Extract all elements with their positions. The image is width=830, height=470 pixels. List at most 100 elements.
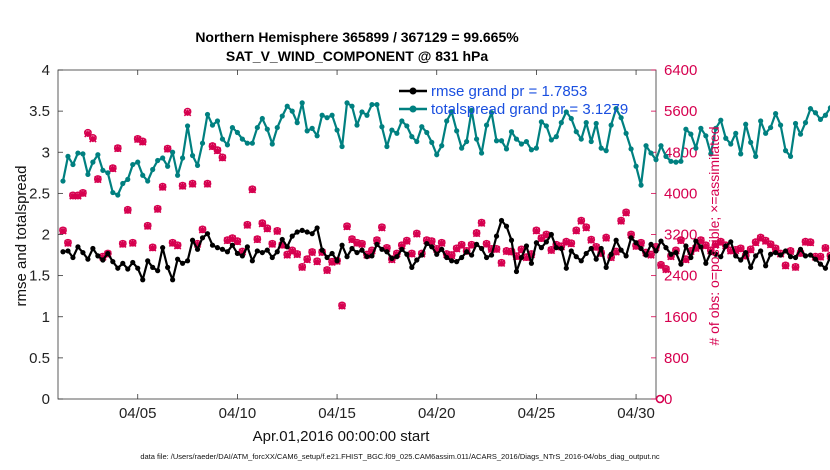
totalspread-point [304,128,310,134]
totalspread-point [100,167,106,173]
rmse-point [628,235,634,241]
y-left-tick-label: 1.5 [29,268,50,285]
rmse-point [359,247,365,253]
rmse-point [244,244,250,250]
totalspread-point [638,182,644,188]
rmse-point [807,252,814,258]
rmse-point [713,251,719,257]
totalspread-point [708,151,714,157]
rmse-point [409,264,415,270]
totalspread-point [264,126,270,132]
totalspread-point [474,136,480,142]
rmse-point [563,265,569,271]
rmse-point [249,258,255,264]
rmse-point [150,264,156,270]
x-tick-label: 04/20 [418,405,456,422]
rmse-point [698,244,704,250]
obs-assimilated-point [806,238,815,247]
rmse-point [364,254,370,260]
y-axis-left-label: rmse and totalspread [13,166,30,307]
totalspread-point [827,105,830,111]
obs-assimilated-point [413,230,421,238]
obs-assimilated-point [602,234,610,242]
totalspread-point [140,172,146,178]
rmse-point [588,245,594,252]
rmse-point [279,236,285,243]
totalspread-point [508,129,515,135]
rmse-point [474,241,480,247]
totalspread-point [75,150,81,156]
obs-assimilated-point [447,251,456,260]
rmse-point [170,277,176,283]
obs-assimilated-point [482,240,491,249]
obs-assimilated-point [114,144,122,153]
totalspread-point [339,143,345,150]
obs-assimilated-point [178,182,187,190]
rmse-point [802,253,809,259]
rmse-point [299,227,305,233]
totalspread-point [85,171,91,178]
rmse-point [60,249,66,255]
obs-assimilated-point [537,234,546,243]
plot-area [57,69,657,400]
rmse-point [538,245,544,251]
obs-assimilated-point [647,251,655,259]
obs-assimilated-point [472,229,481,238]
totalspread-point [488,110,495,116]
obs-assimilated-point [477,219,486,227]
rmse-point [130,259,136,266]
rmse-point [708,249,714,256]
y-right-tick-label: 3200 [664,227,697,244]
totalspread-point [150,166,156,173]
obs-assimilated-point [662,265,670,274]
totalspread-point [419,124,425,130]
totalspread-point [110,189,116,196]
x-tick-label: 04/25 [518,405,556,422]
y-axis-left: 0 0.5 1 1.5 2 2.5 3 3.5 4 [29,62,63,408]
data-file-footer: data file: /Users/raeder/DAI/ATM_forcXX/… [140,452,660,461]
totalspread-point [469,107,475,113]
totalspread-point [239,136,245,142]
rmse-point [633,240,639,246]
rmse-point [608,251,614,257]
obs-assimilated-point [213,146,222,155]
rmse-point [543,239,549,245]
rmse-point [389,255,395,261]
rmse-point [254,248,260,254]
obs-assimilated-point [94,175,102,184]
obs-assimilated-point [128,239,137,248]
obs-assimilated-point [328,258,336,267]
rmse-point [135,265,141,271]
totalspread-point [219,136,226,142]
obs-assimilated-point [248,186,257,194]
totalspread-point [688,131,694,137]
obs-assimilated-point [821,244,830,253]
x-tick-label: 04/15 [318,405,356,422]
rmse-point [638,245,644,252]
obs-assimilated-point [298,263,306,272]
totalspread-point [170,149,176,155]
rmse-point [777,252,784,258]
obs-assimilated-point [702,242,710,250]
obs-assimilated-point [288,247,296,255]
obs-assimilated-point [268,240,277,249]
obs-assimilated-point [582,224,590,232]
y-left-tick-label: 3.5 [29,103,50,120]
totalspread-point [533,145,540,151]
totalspread-point [723,135,729,141]
obs-assimilated-point [188,180,197,188]
obs-end-point [655,394,665,404]
obs-assimilated-point [148,244,157,252]
y-axis-right-label: # of obs: o=possible; ×=assimilated [706,126,722,345]
rmse-point [464,249,470,255]
rmse-point [797,246,804,252]
totalspread-point [718,117,724,123]
totalspread-point [224,142,231,148]
obs-assimilated-point [124,206,132,215]
totalspread-point [279,113,285,119]
totalspread-point [518,141,525,147]
totalspread-point [703,133,709,139]
totalspread-point [95,152,101,158]
rmse-point [578,258,584,264]
rmse-point [454,259,460,265]
